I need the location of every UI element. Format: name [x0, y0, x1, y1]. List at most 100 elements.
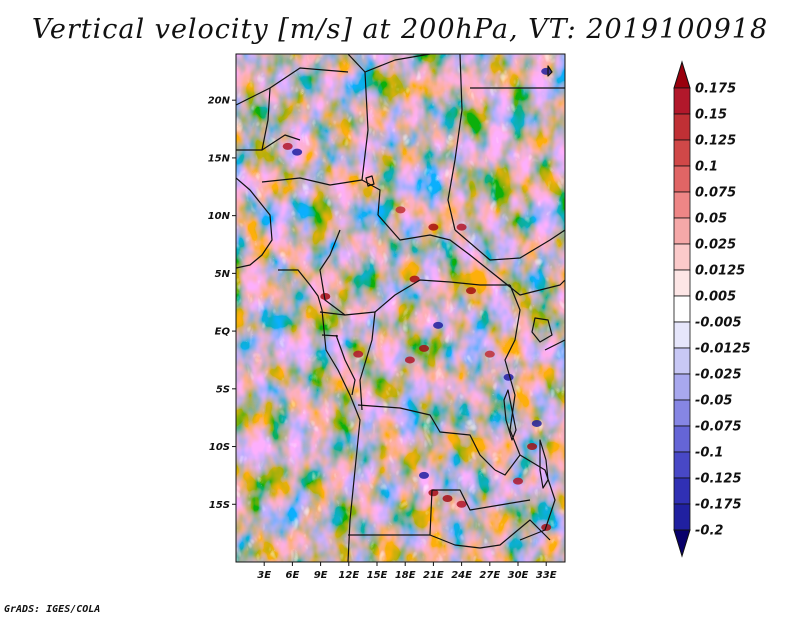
country-borders: [236, 54, 565, 562]
lake-malawi: [539, 439, 549, 489]
updraft-cell: [466, 287, 476, 295]
border-car: [377, 214, 541, 296]
colorbar-label: -0.075: [695, 420, 742, 435]
updraft-cell: [456, 223, 467, 231]
longitude-axis: 3E 6E 9E 12E 15E 18E 21E 24E 27E 30E 33E: [257, 562, 557, 581]
lat-label: 5N: [215, 269, 231, 280]
colorbar-label: -0.05: [695, 394, 732, 409]
border-drc-east: [494, 284, 521, 476]
updraft-cell: [503, 373, 514, 381]
lat-label: 15S: [209, 500, 230, 511]
updraft-cell: [513, 477, 523, 485]
updraft-cell: [404, 356, 415, 364]
coastline: [236, 177, 361, 562]
colorbar-segment: [673, 191, 691, 219]
latitude-axis: 20N 15N 10N 5N EQ 5S 10S 15S: [208, 96, 236, 511]
updraft-cell: [456, 500, 467, 508]
colorbar-label: 0.125: [695, 134, 736, 149]
lat-label: 20N: [208, 96, 231, 107]
border-zambia: [429, 489, 531, 536]
lon-label: 3E: [257, 570, 271, 581]
colorbar-label: -0.0125: [695, 342, 751, 357]
colorbar-segment: [673, 243, 691, 271]
updraft-cell: [419, 471, 429, 479]
updraft-cell: [292, 148, 303, 156]
border-car-drc: [374, 279, 510, 313]
colorbar-label: -0.2: [695, 524, 723, 539]
colorbar-segment: [673, 451, 691, 479]
border-south-sudan: [454, 229, 565, 261]
colorbar-label: -0.1: [695, 446, 723, 461]
updraft-cell: [419, 344, 429, 352]
strong-updraft-cells: [282, 67, 552, 531]
vertical-velocity-field: [236, 54, 565, 562]
lon-label: 6E: [286, 570, 300, 581]
border-ethiopia: [539, 279, 565, 291]
colorbar-segment: [673, 87, 691, 115]
colorbar-segment: [673, 477, 691, 505]
updraft-cell: [428, 489, 439, 497]
lat-label: 10S: [209, 442, 230, 453]
colorbar-segment: [673, 269, 691, 297]
lake-tana: [547, 65, 553, 77]
lon-label: 24E: [451, 570, 472, 581]
colorbar-segment: [673, 503, 691, 531]
colorbar-segment: [673, 425, 691, 453]
chart-title: Vertical velocity [m/s] at 200hPa, VT: 2…: [31, 14, 769, 45]
lon-label: 9E: [314, 570, 328, 581]
updraft-cell: [531, 419, 542, 427]
colorbar-label: -0.125: [695, 472, 742, 487]
border-niger: [236, 67, 349, 106]
border-chad-sudan: [447, 54, 463, 231]
colorbar-label: 0.075: [695, 186, 736, 201]
updraft-cell: [484, 350, 495, 358]
updraft-cell: [395, 206, 406, 214]
border-mali-niger: [261, 87, 271, 151]
updraft-cell: [353, 350, 364, 358]
colorbar: 0.175 0.15 0.125 0.1 0.075 0.05 0.025 0.0125 0.0…: [673, 60, 751, 558]
lat-label: EQ: [215, 327, 231, 338]
lake-victoria: [531, 317, 553, 343]
border-congo: [335, 334, 356, 396]
lon-label: 15E: [367, 570, 388, 581]
border-gabon: [319, 311, 346, 337]
colorbar-segment: [673, 347, 691, 375]
border-zimbabwe: [479, 519, 551, 549]
colorbar-segment: [673, 165, 691, 193]
colorbar-label: 0.1: [695, 160, 718, 175]
border-drc-angola: [357, 404, 496, 471]
lon-label: 27E: [479, 570, 500, 581]
lat-label: 15N: [208, 153, 231, 164]
border-nigeria: [261, 177, 363, 186]
border-mozambique: [519, 454, 556, 541]
colorbar-label: -0.025: [695, 368, 742, 383]
lon-label: 21E: [423, 570, 444, 581]
lake-tanganyika: [503, 389, 517, 441]
grads-credit: GrADS: IGES/COLA: [4, 604, 101, 615]
colorbar-label: 0.15: [695, 108, 727, 123]
colorbar-label: 0.05: [695, 212, 727, 227]
border-libya-chad: [347, 54, 431, 73]
border-east-coast: [544, 339, 565, 351]
lon-label: 33E: [536, 570, 557, 581]
colorbar-segment: [673, 217, 691, 245]
colorbar-segment: [673, 373, 691, 401]
lat-label: 5S: [216, 384, 230, 395]
colorbar-segment: [673, 321, 691, 349]
updraft-cell: [541, 67, 552, 75]
plot-frame: [235, 53, 566, 563]
updraft-cell: [409, 275, 420, 283]
colorbar-label: 0.005: [695, 290, 736, 305]
colorbar-bottom-arrow: [673, 529, 691, 558]
colorbar-label: 0.0125: [695, 264, 745, 279]
lon-label: 30E: [508, 570, 529, 581]
lon-label: 18E: [395, 570, 416, 581]
colorbar-segment: [673, 295, 691, 323]
colorbar-top-arrow: [673, 60, 691, 89]
colorbar-segment: [673, 399, 691, 427]
colorbar-segment: [673, 139, 691, 167]
updraft-cell: [282, 142, 293, 150]
colorbar-label: -0.005: [695, 316, 742, 331]
updraft-cell: [320, 292, 331, 300]
